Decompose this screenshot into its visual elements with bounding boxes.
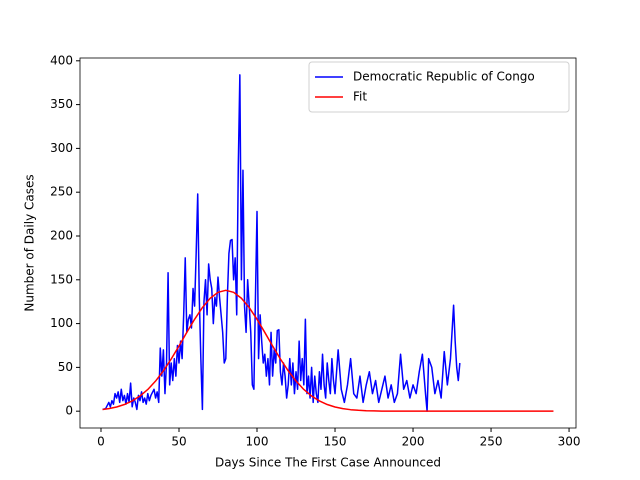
x-tick-label: 100 <box>246 435 269 449</box>
y-tick-label: 200 <box>50 228 73 242</box>
y-tick-label: 150 <box>50 272 73 286</box>
legend-box <box>308 61 570 113</box>
x-tick-label: 50 <box>171 435 186 449</box>
y-tick-label: 300 <box>50 141 73 155</box>
plot-frame <box>79 57 577 429</box>
y-tick-label: 350 <box>50 97 73 111</box>
legend-label: Democratic Republic of Congo <box>353 70 535 84</box>
x-tick-label: 250 <box>480 435 503 449</box>
y-tick-label: 250 <box>50 185 73 199</box>
data-line <box>102 74 461 412</box>
y-tick-label: 100 <box>50 316 73 330</box>
x-tick-label: 200 <box>402 435 425 449</box>
legend-label: Fit <box>353 90 367 104</box>
x-tick-label: 0 <box>97 435 105 449</box>
x-axis-label: Days Since The First Case Announced <box>215 456 441 470</box>
y-tick-label: 50 <box>58 360 73 374</box>
y-axis-label: Number of Daily Cases <box>23 174 37 311</box>
y-tick-label: 400 <box>50 53 73 67</box>
data-line <box>102 289 554 412</box>
x-tick-label: 150 <box>324 435 347 449</box>
x-tick-label: 300 <box>558 435 581 449</box>
y-tick-label: 0 <box>65 404 73 418</box>
